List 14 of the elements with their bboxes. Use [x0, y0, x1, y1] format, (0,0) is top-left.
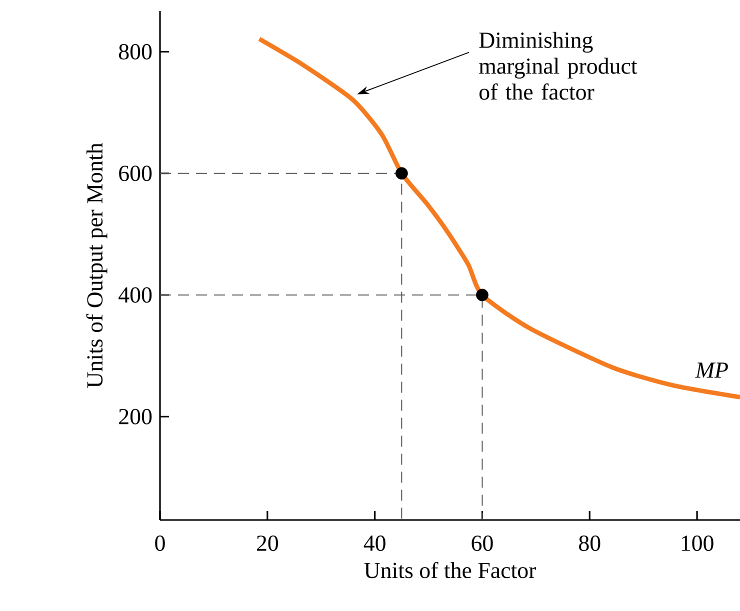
y-tick-label: 400 — [118, 287, 152, 303]
y-tick-label: 800 — [118, 44, 152, 60]
y-tick-label: 200 — [119, 408, 152, 424]
x-tick-label: 20 — [256, 536, 278, 551]
y-axis-title: Units of Output per Month — [86, 142, 108, 388]
x-tick-label: 0 — [155, 536, 165, 551]
annotation: Diminishing marginal product of the factor — [479, 32, 638, 100]
x-tick-label: 60 — [472, 536, 493, 551]
x-tick-label: 100 — [682, 536, 714, 551]
series-label: MP — [695, 362, 728, 378]
x-axis-title: Units of the Factor — [364, 562, 536, 578]
y-tick-label: 600 — [119, 166, 152, 182]
x-tick-label: 80 — [579, 536, 600, 551]
x-tick-label: 40 — [364, 536, 386, 551]
